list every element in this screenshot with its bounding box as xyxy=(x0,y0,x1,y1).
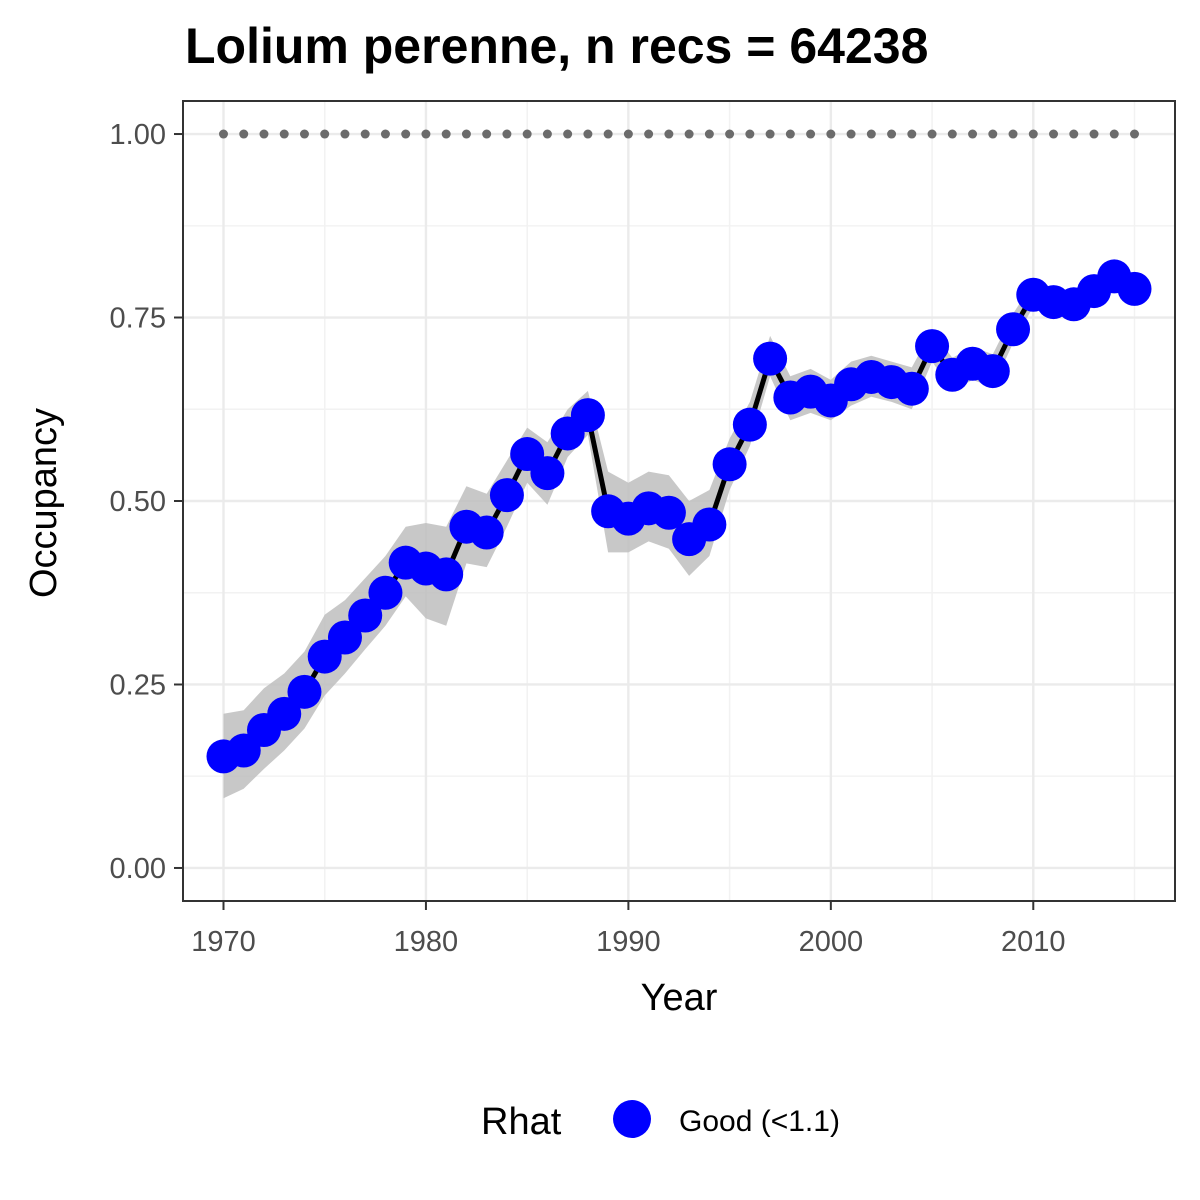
data-point-1995 xyxy=(712,447,747,482)
reference-line-dot xyxy=(522,129,532,139)
reference-line-dot xyxy=(623,129,633,139)
x-tick-label: 1980 xyxy=(394,926,459,958)
y-tick-label: 1.00 xyxy=(110,119,166,151)
reference-line-dot xyxy=(218,129,228,139)
reference-line-dot xyxy=(826,129,836,139)
reference-line-dot xyxy=(644,129,654,139)
y-axis-title: Occupancy xyxy=(23,408,65,598)
legend-label-good: Good (<1.1) xyxy=(679,1105,840,1138)
reference-line-dot xyxy=(380,129,390,139)
reference-line-dot xyxy=(988,129,998,139)
reference-line-dot xyxy=(563,129,573,139)
data-point-1977 xyxy=(348,598,383,633)
reference-line-dot xyxy=(583,129,593,139)
data-point-2015 xyxy=(1117,271,1152,306)
data-point-1986 xyxy=(530,456,565,491)
y-tick-label: 0.00 xyxy=(110,853,166,885)
data-point-1973 xyxy=(267,696,302,731)
data-point-1984 xyxy=(489,478,524,513)
x-tick-label: 2000 xyxy=(799,926,864,958)
reference-line-dot xyxy=(239,129,249,139)
reference-line-dot xyxy=(866,129,876,139)
data-point-1992 xyxy=(651,495,686,530)
reference-line-dot xyxy=(725,129,735,139)
reference-line-dot xyxy=(684,129,694,139)
reference-line-dot xyxy=(482,129,492,139)
reference-line-dot xyxy=(1028,129,1038,139)
reference-line-dot xyxy=(887,129,897,139)
reference-line-dot xyxy=(664,129,674,139)
reference-line-dot xyxy=(927,129,937,139)
reference-line-dot xyxy=(846,129,856,139)
reference-line-dot xyxy=(1049,129,1059,139)
reference-line-dot xyxy=(1089,129,1099,139)
reference-line-dot xyxy=(502,129,512,139)
x-axis-title: Year xyxy=(641,977,718,1019)
reference-line-dot xyxy=(259,129,269,139)
reference-line-dot xyxy=(1069,129,1079,139)
reference-line-dot xyxy=(806,129,816,139)
data-point-1978 xyxy=(368,575,403,610)
legend: Rhat Good (<1.1) xyxy=(481,1100,840,1143)
reference-line-dot xyxy=(299,129,309,139)
data-point-2004 xyxy=(894,371,929,406)
reference-line-dot xyxy=(340,129,350,139)
reference-line-dot xyxy=(907,129,917,139)
reference-line-dot xyxy=(461,129,471,139)
chart-title: Lolium perenne, n recs = 64238 xyxy=(185,18,928,74)
data-point-2008 xyxy=(975,354,1010,389)
y-axis: 0.00 0.25 0.50 0.75 1.00 xyxy=(110,119,183,885)
reference-line-dot xyxy=(320,129,330,139)
x-tick-label: 1990 xyxy=(596,926,661,958)
reference-line-layer xyxy=(218,129,1140,139)
x-axis: 1970 1980 1990 2000 2010 xyxy=(191,901,1066,958)
data-point-1997 xyxy=(753,341,788,376)
data-point-1988 xyxy=(570,398,605,433)
y-tick-label: 0.50 xyxy=(110,486,166,518)
reference-line-dot xyxy=(947,129,957,139)
legend-title: Rhat xyxy=(481,1101,562,1143)
reference-line-dot xyxy=(542,129,552,139)
reference-line-dot xyxy=(421,129,431,139)
reference-line-dot xyxy=(765,129,775,139)
reference-line-dot xyxy=(441,129,451,139)
reference-line-dot xyxy=(1008,129,1018,139)
data-point-1994 xyxy=(692,507,727,542)
reference-line-dot xyxy=(603,129,613,139)
x-tick-label: 2010 xyxy=(1001,926,1066,958)
series-point-layer xyxy=(206,259,1152,774)
y-tick-label: 0.75 xyxy=(110,303,166,335)
data-point-1981 xyxy=(429,557,464,592)
legend-key-good xyxy=(613,1100,651,1138)
reference-line-dot xyxy=(360,129,370,139)
reference-line-dot xyxy=(1109,129,1119,139)
reference-line-dot xyxy=(401,129,411,139)
data-point-2009 xyxy=(996,312,1031,347)
reference-line-dot xyxy=(279,129,289,139)
reference-line-dot xyxy=(785,129,795,139)
y-tick-label: 0.25 xyxy=(110,669,166,701)
data-point-1983 xyxy=(469,515,504,550)
data-point-1996 xyxy=(732,407,767,442)
data-point-1974 xyxy=(287,674,322,709)
reference-line-dot xyxy=(704,129,714,139)
reference-line-dot xyxy=(745,129,755,139)
data-point-2005 xyxy=(915,329,950,364)
x-tick-label: 1970 xyxy=(191,926,256,958)
data-point-1976 xyxy=(327,620,362,655)
reference-line-dot xyxy=(1130,129,1140,139)
reference-line-dot xyxy=(968,129,978,139)
